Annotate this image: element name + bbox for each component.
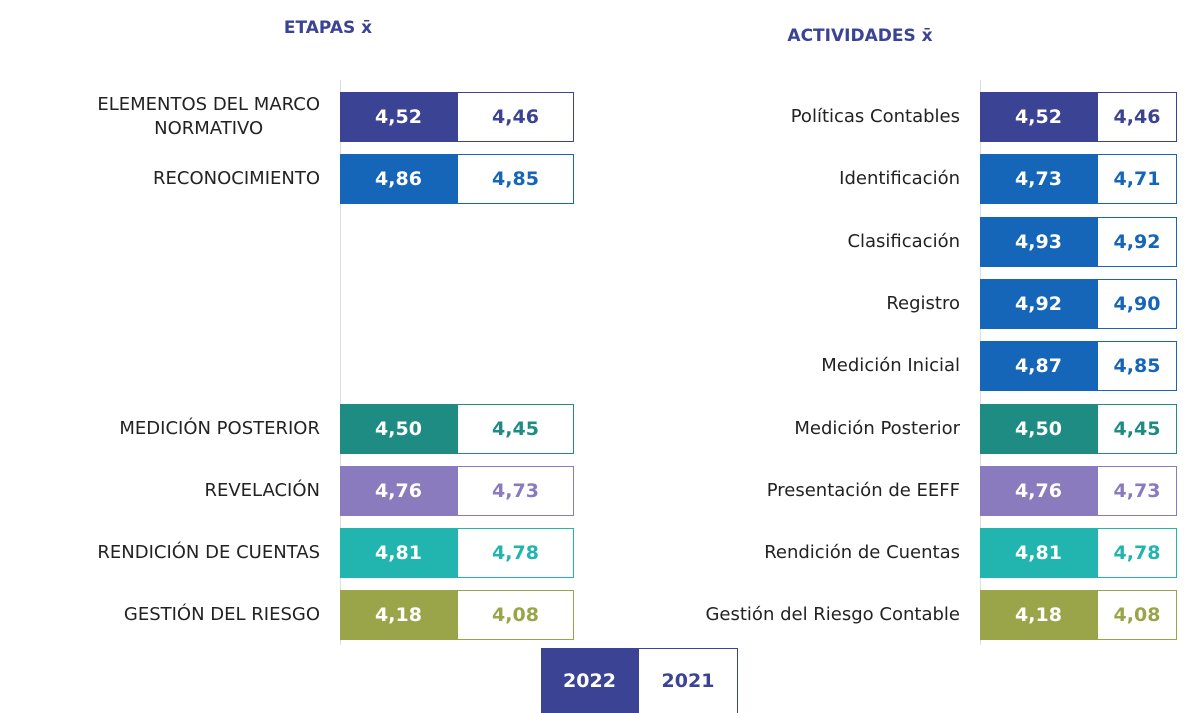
value-2021: 4,08 — [1097, 590, 1177, 641]
value-2021: 4,85 — [457, 154, 574, 205]
value-2022: 4,81 — [980, 528, 1097, 579]
row-label-text: GESTIÓN DEL RIESGO — [123, 604, 320, 626]
legend-2021: 2021 — [638, 648, 738, 713]
row-label: Registro — [0, 269, 960, 339]
value-2022: 4,50 — [980, 403, 1097, 454]
value-2021: 4,46 — [1097, 92, 1177, 142]
value-2022: 4,18 — [980, 590, 1097, 641]
divider — [340, 80, 341, 645]
row-label: Rendición de Cuentas — [0, 518, 960, 588]
row-label: Medición Posterior — [0, 394, 960, 464]
value-2021: 4,71 — [1097, 154, 1177, 205]
row-label-text: Registro — [886, 292, 960, 314]
row-label: RECONOCIMIENTO — [0, 144, 320, 214]
row-label-text: Gestión del Riesgo Contable — [705, 604, 960, 626]
row-label-text: RECONOCIMIENTO — [153, 168, 320, 190]
value-2021: 4,73 — [1097, 465, 1177, 516]
value-2022: 4,87 — [980, 341, 1097, 392]
actividades-title: ACTIVIDADES x̄ — [787, 26, 933, 46]
row-label: GESTIÓN DEL RIESGO — [0, 580, 320, 650]
value-2022: 4,81 — [340, 528, 457, 579]
value-2021: 4,90 — [1097, 278, 1177, 329]
row-label-text: Clasificación — [847, 230, 960, 252]
row-label: RENDICIÓN DE CUENTAS — [0, 518, 320, 588]
row-label-text: MEDICIÓN POSTERIOR — [119, 417, 320, 439]
row-label: Gestión del Riesgo Contable — [0, 580, 960, 650]
value-2021: 4,45 — [457, 403, 574, 454]
row-label: ELEMENTOS DEL MARCO NORMATIVO — [0, 82, 320, 152]
value-2021: 4,46 — [457, 92, 574, 142]
row-label-text: Rendición de Cuentas — [764, 542, 960, 564]
value-2022: 4,92 — [980, 278, 1097, 329]
value-2021: 4,85 — [1097, 341, 1177, 392]
row-label-text: Identificación — [839, 168, 960, 190]
value-2022: 4,93 — [980, 216, 1097, 267]
value-2021: 4,92 — [1097, 216, 1177, 267]
value-2022: 4,18 — [340, 590, 457, 641]
row-label: Medición Inicial — [0, 331, 960, 401]
row-label: REVELACIÓN — [0, 456, 320, 526]
value-2022: 4,86 — [340, 154, 457, 205]
value-2022: 4,73 — [980, 154, 1097, 205]
value-2021: 4,45 — [1097, 403, 1177, 454]
value-2021: 4,73 — [457, 465, 574, 516]
value-2022: 4,50 — [340, 403, 457, 454]
row-label-text: ELEMENTOS DEL MARCO NORMATIVO — [97, 94, 320, 139]
value-2022: 4,76 — [340, 465, 457, 516]
row-label-text: REVELACIÓN — [204, 479, 320, 501]
row-label: MEDICIÓN POSTERIOR — [0, 394, 320, 464]
row-label-text: RENDICIÓN DE CUENTAS — [97, 542, 320, 564]
value-2021: 4,78 — [457, 528, 574, 579]
row-label: Políticas Contables — [0, 82, 960, 152]
value-2021: 4,78 — [1097, 528, 1177, 579]
value-2021: 4,08 — [457, 590, 574, 641]
row-label: Clasificación — [0, 207, 960, 277]
row-label-text: Medición Posterior — [794, 417, 960, 439]
row-label-text: Presentación de EEFF — [766, 479, 960, 501]
row-label: Presentación de EEFF — [0, 456, 960, 526]
etapas-title: ETAPAS x̄ — [283, 18, 373, 38]
legend-2022: 2022 — [541, 648, 638, 713]
row-label: Identificación — [0, 144, 960, 214]
value-2022: 4,76 — [980, 465, 1097, 516]
value-2022: 4,52 — [980, 92, 1097, 142]
value-2022: 4,52 — [340, 92, 457, 142]
row-label-text: Medición Inicial — [821, 355, 960, 377]
row-label-text: Políticas Contables — [790, 106, 960, 127]
